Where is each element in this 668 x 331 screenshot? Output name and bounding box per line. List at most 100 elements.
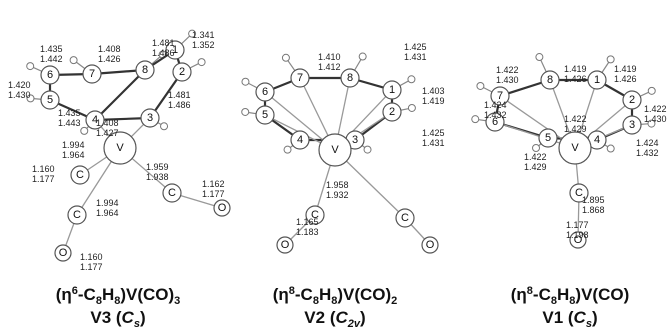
h-atom	[81, 127, 88, 134]
bond-length: 1.429	[564, 124, 587, 134]
bond-length: 1.425	[422, 128, 445, 138]
bond-length: 1.160	[32, 164, 55, 174]
bond-length: 1.410	[318, 52, 341, 62]
caption-segment: 2v	[347, 318, 361, 330]
bond-length: 1.165	[296, 217, 319, 227]
atom-label: 3	[147, 112, 153, 124]
atom-label: V	[571, 142, 579, 154]
atom-label: C	[76, 169, 84, 181]
atom-label: O	[218, 202, 227, 214]
h-atom	[284, 146, 291, 153]
atom-label: O	[59, 247, 68, 259]
h-atom	[607, 56, 614, 63]
diagram: 12876543VCCOCO1.4351.4421.4081.4261.4811…	[0, 0, 668, 331]
bond-length: 1.403	[422, 86, 445, 96]
atom-label: 4	[297, 134, 303, 146]
caption-segment: H	[557, 285, 569, 304]
atom-label: O	[281, 239, 290, 251]
caption-formula: (η8-C8H8)V(CO)2	[273, 285, 398, 307]
bond-length: 1.420	[8, 80, 31, 90]
bond-length: 1.422	[496, 65, 519, 75]
atom-label: 5	[545, 132, 551, 144]
caption-segment: (η	[56, 285, 72, 304]
bond-length: 1.442	[40, 54, 63, 64]
caption-name: V2 (C2v)	[304, 308, 365, 330]
caption-segment: )V(CO)	[337, 285, 391, 304]
bond-length: 1.177	[202, 189, 225, 199]
caption-segment: )V(CO)	[575, 285, 629, 304]
caption-segment: )	[140, 308, 146, 327]
atom-label: 1	[594, 74, 600, 86]
bond-length: 1.938	[146, 172, 169, 182]
h-atom	[242, 78, 249, 85]
h-atom	[27, 63, 34, 70]
h-atom	[536, 54, 543, 61]
bond-length: 1.408	[96, 118, 119, 128]
bond-length: 1.198	[566, 230, 589, 240]
bond-length: 1.959	[146, 162, 169, 172]
caption-segment: V2 (	[304, 308, 336, 327]
atom-label: 8	[142, 64, 148, 76]
caption-segment: )	[360, 308, 366, 327]
atom-label: V	[116, 142, 124, 154]
bond-length: 1.994	[62, 140, 85, 150]
caption-segment: V3 (	[90, 308, 122, 327]
atom-label: 8	[547, 74, 553, 86]
caption-segment: (η	[273, 285, 289, 304]
atom-label: C	[401, 212, 409, 224]
caption-segment: -C	[78, 285, 96, 304]
caption-segment: )V(CO)	[120, 285, 174, 304]
h-atom	[648, 87, 655, 94]
bond-length: 1.422	[524, 152, 547, 162]
atom-label: C	[168, 187, 176, 199]
atom-label: 2	[629, 94, 635, 106]
bond-length: 1.964	[62, 150, 85, 160]
caption-formula: (η6-C8H8)V(CO)3	[56, 285, 181, 307]
atom-label: 8	[347, 72, 353, 84]
caption-segment: )	[592, 308, 598, 327]
bond-length: 1.422	[564, 114, 587, 124]
h-atom	[477, 82, 484, 89]
bond-length: 1.486	[168, 100, 191, 110]
bond-length: 1.177	[566, 220, 589, 230]
bond-length: 1.419	[614, 64, 637, 74]
bond-length: 1.443	[58, 118, 81, 128]
atom-label: 5	[47, 94, 53, 106]
bond-length: 1.412	[318, 62, 341, 72]
bond-length: 1.432	[636, 148, 659, 158]
bond-length: 1.426	[98, 54, 121, 64]
caption-segment: H	[102, 285, 114, 304]
h-atom	[607, 145, 614, 152]
caption-name: V1 (Cs)	[542, 308, 597, 330]
bond-length: 1.994	[96, 198, 119, 208]
bond-length: 1.419	[422, 96, 445, 106]
atom-label: 1	[389, 84, 395, 96]
atom-label: C	[73, 209, 81, 221]
bond-length: 1.162	[202, 179, 225, 189]
atom-label: 6	[262, 86, 268, 98]
h-atom	[533, 145, 540, 152]
bond-length: 1.177	[80, 262, 103, 272]
atom-label: 2	[389, 106, 395, 118]
bond-length: 1.426	[564, 74, 587, 84]
bond-length: 1.177	[32, 174, 55, 184]
h-atom	[70, 57, 77, 64]
caption-segment: V1 (	[542, 308, 574, 327]
caption-segment: H	[319, 285, 331, 304]
bond-length: 1.183	[296, 227, 319, 237]
caption-segment: 2	[391, 295, 397, 307]
atom-label: O	[426, 239, 435, 251]
h-atom	[364, 146, 371, 153]
caption-segment: 3	[174, 295, 180, 307]
atom-label: V	[331, 144, 339, 156]
atom-label: 5	[262, 109, 268, 121]
bond-length: 1.341	[192, 30, 215, 40]
bond-length: 1.408	[98, 44, 121, 54]
caption-segment: C	[574, 308, 587, 327]
bond-length: 1.481	[152, 38, 175, 48]
bond-length: 1.431	[404, 52, 427, 62]
bond-length: 1.424	[484, 100, 507, 110]
bond-length: 1.424	[636, 138, 659, 148]
atom-label: 4	[594, 134, 600, 146]
bond-length: 1.481	[168, 90, 191, 100]
